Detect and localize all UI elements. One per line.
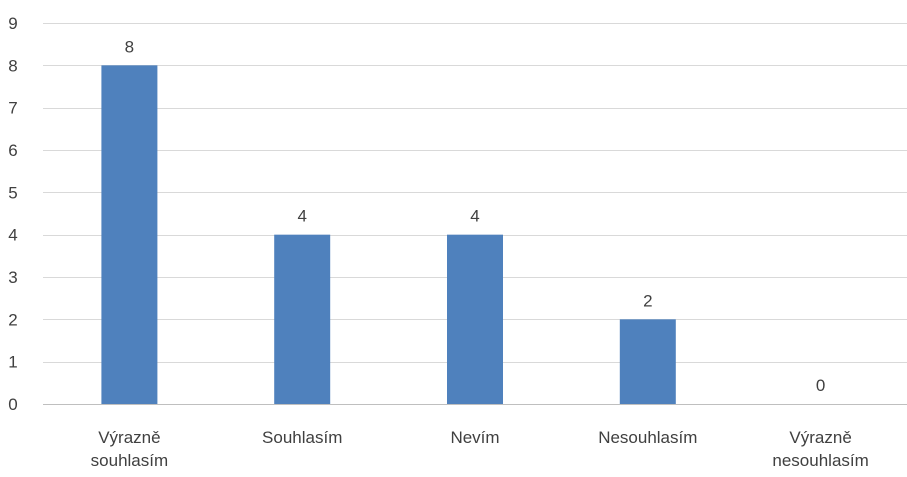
data-label: 8 — [125, 37, 134, 56]
y-tick-label: 2 — [8, 310, 17, 329]
data-label: 4 — [297, 207, 306, 226]
x-tick-label: Nesouhlasím — [598, 428, 697, 447]
y-tick-label: 7 — [8, 99, 17, 118]
x-tick-label: Nevím — [450, 428, 499, 447]
data-label: 0 — [816, 376, 825, 395]
y-tick-label: 6 — [8, 141, 17, 160]
y-tick-label: 4 — [8, 226, 17, 245]
x-tick-label: souhlasím — [91, 451, 168, 470]
y-tick-label: 0 — [8, 395, 17, 414]
data-labels: 8 4 4 2 0 — [125, 37, 826, 395]
y-tick-label: 5 — [8, 183, 17, 202]
bar — [619, 319, 676, 404]
y-tick-label: 8 — [8, 56, 17, 75]
bars — [101, 65, 676, 404]
bar — [101, 65, 158, 404]
y-tick-label: 1 — [8, 353, 17, 372]
data-label: 2 — [643, 291, 652, 310]
x-tick-label: Souhlasím — [262, 428, 342, 447]
y-tick-label: 3 — [8, 268, 17, 287]
x-axis-ticks: Výrazně souhlasím Souhlasím Nevím Nesouhlasí… — [91, 428, 869, 470]
bar — [274, 234, 331, 404]
x-tick-label: nesouhlasím — [772, 451, 868, 470]
x-tick-label: Výrazně — [98, 428, 160, 447]
x-tick-label: Výrazně — [789, 428, 851, 447]
data-label: 4 — [470, 207, 479, 226]
y-tick-label: 9 — [8, 14, 17, 33]
bar — [447, 234, 503, 404]
y-axis-ticks: 0 1 2 3 4 5 6 7 8 9 — [8, 14, 17, 414]
